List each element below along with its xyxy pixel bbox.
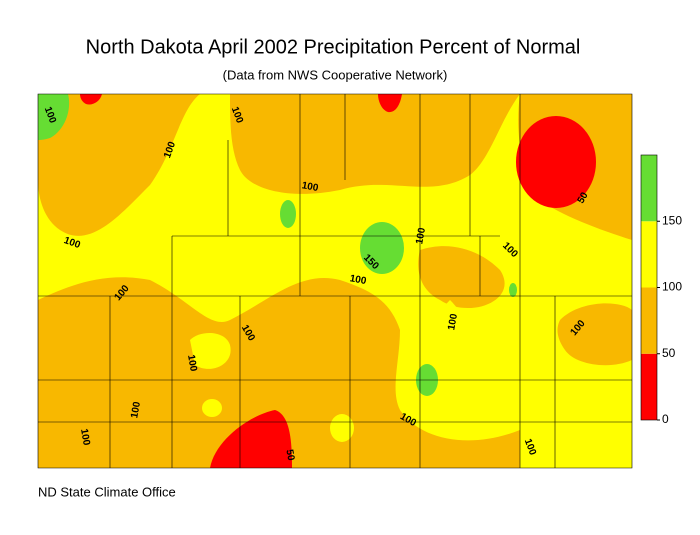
legend: 0 50 100 150 [640,154,682,426]
legend-band [641,221,657,288]
map-title: North Dakota April 2002 Precipitation Pe… [86,36,581,58]
legend-tick-label: 150 [662,213,682,227]
contour-label: 100 [349,273,368,287]
legend-band [641,353,657,420]
map [37,93,633,469]
county-lines [37,93,633,469]
contour-label: 50 [576,190,591,206]
contour-label: 100 [185,354,199,373]
legend-tick-label: 50 [662,346,676,360]
legend-tick-label: 100 [662,280,682,294]
red-regions [80,94,596,468]
legend-band [641,155,657,222]
legend-band [641,287,657,354]
orange-regions [38,94,632,468]
contour-label: 100 [446,312,460,331]
footer: ND State Climate Office [38,484,176,499]
contour-label: 100 [414,226,428,245]
green-regions [38,94,517,396]
legend-tick-label: 0 [662,412,669,426]
contour-label: 50 [283,449,296,462]
contour-label: 100 [301,180,320,194]
contour-label: 100 [129,400,143,419]
contour-label: 100 [78,428,92,447]
map-subtitle: (Data from NWS Cooperative Network) [223,67,448,82]
